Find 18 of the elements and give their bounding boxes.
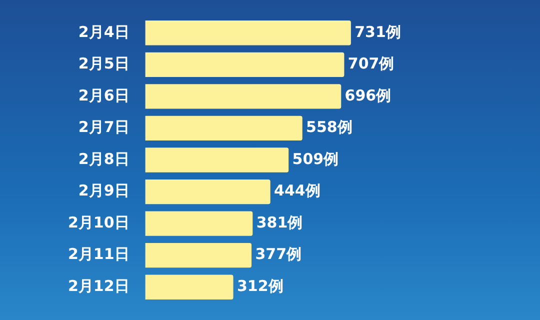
- data-label: 312例: [236, 277, 284, 295]
- data-label: 444例: [274, 182, 320, 200]
- y-tick-label: 2月8日: [78, 150, 130, 168]
- y-tick-label: 2月12日: [68, 277, 130, 295]
- y-tick-label: 2月7日: [78, 118, 130, 136]
- data-label: 509例: [292, 150, 339, 168]
- data-label: 381例: [256, 213, 303, 232]
- data-label: 377例: [255, 245, 302, 264]
- y-tick-label: 2月5日: [78, 54, 130, 73]
- data-label: 731例: [354, 22, 401, 41]
- data-label: 696例: [344, 86, 392, 104]
- y-tick-label: 2月11日: [68, 245, 130, 264]
- y-tick-label: 2月9日: [78, 182, 130, 200]
- y-tick-label: 2月6日: [78, 86, 130, 104]
- y-tick-label: 2月10日: [68, 213, 130, 232]
- data-label: 707例: [348, 54, 394, 73]
- y-tick-label: 2月4日: [78, 22, 130, 41]
- data-label: 558例: [306, 118, 352, 136]
